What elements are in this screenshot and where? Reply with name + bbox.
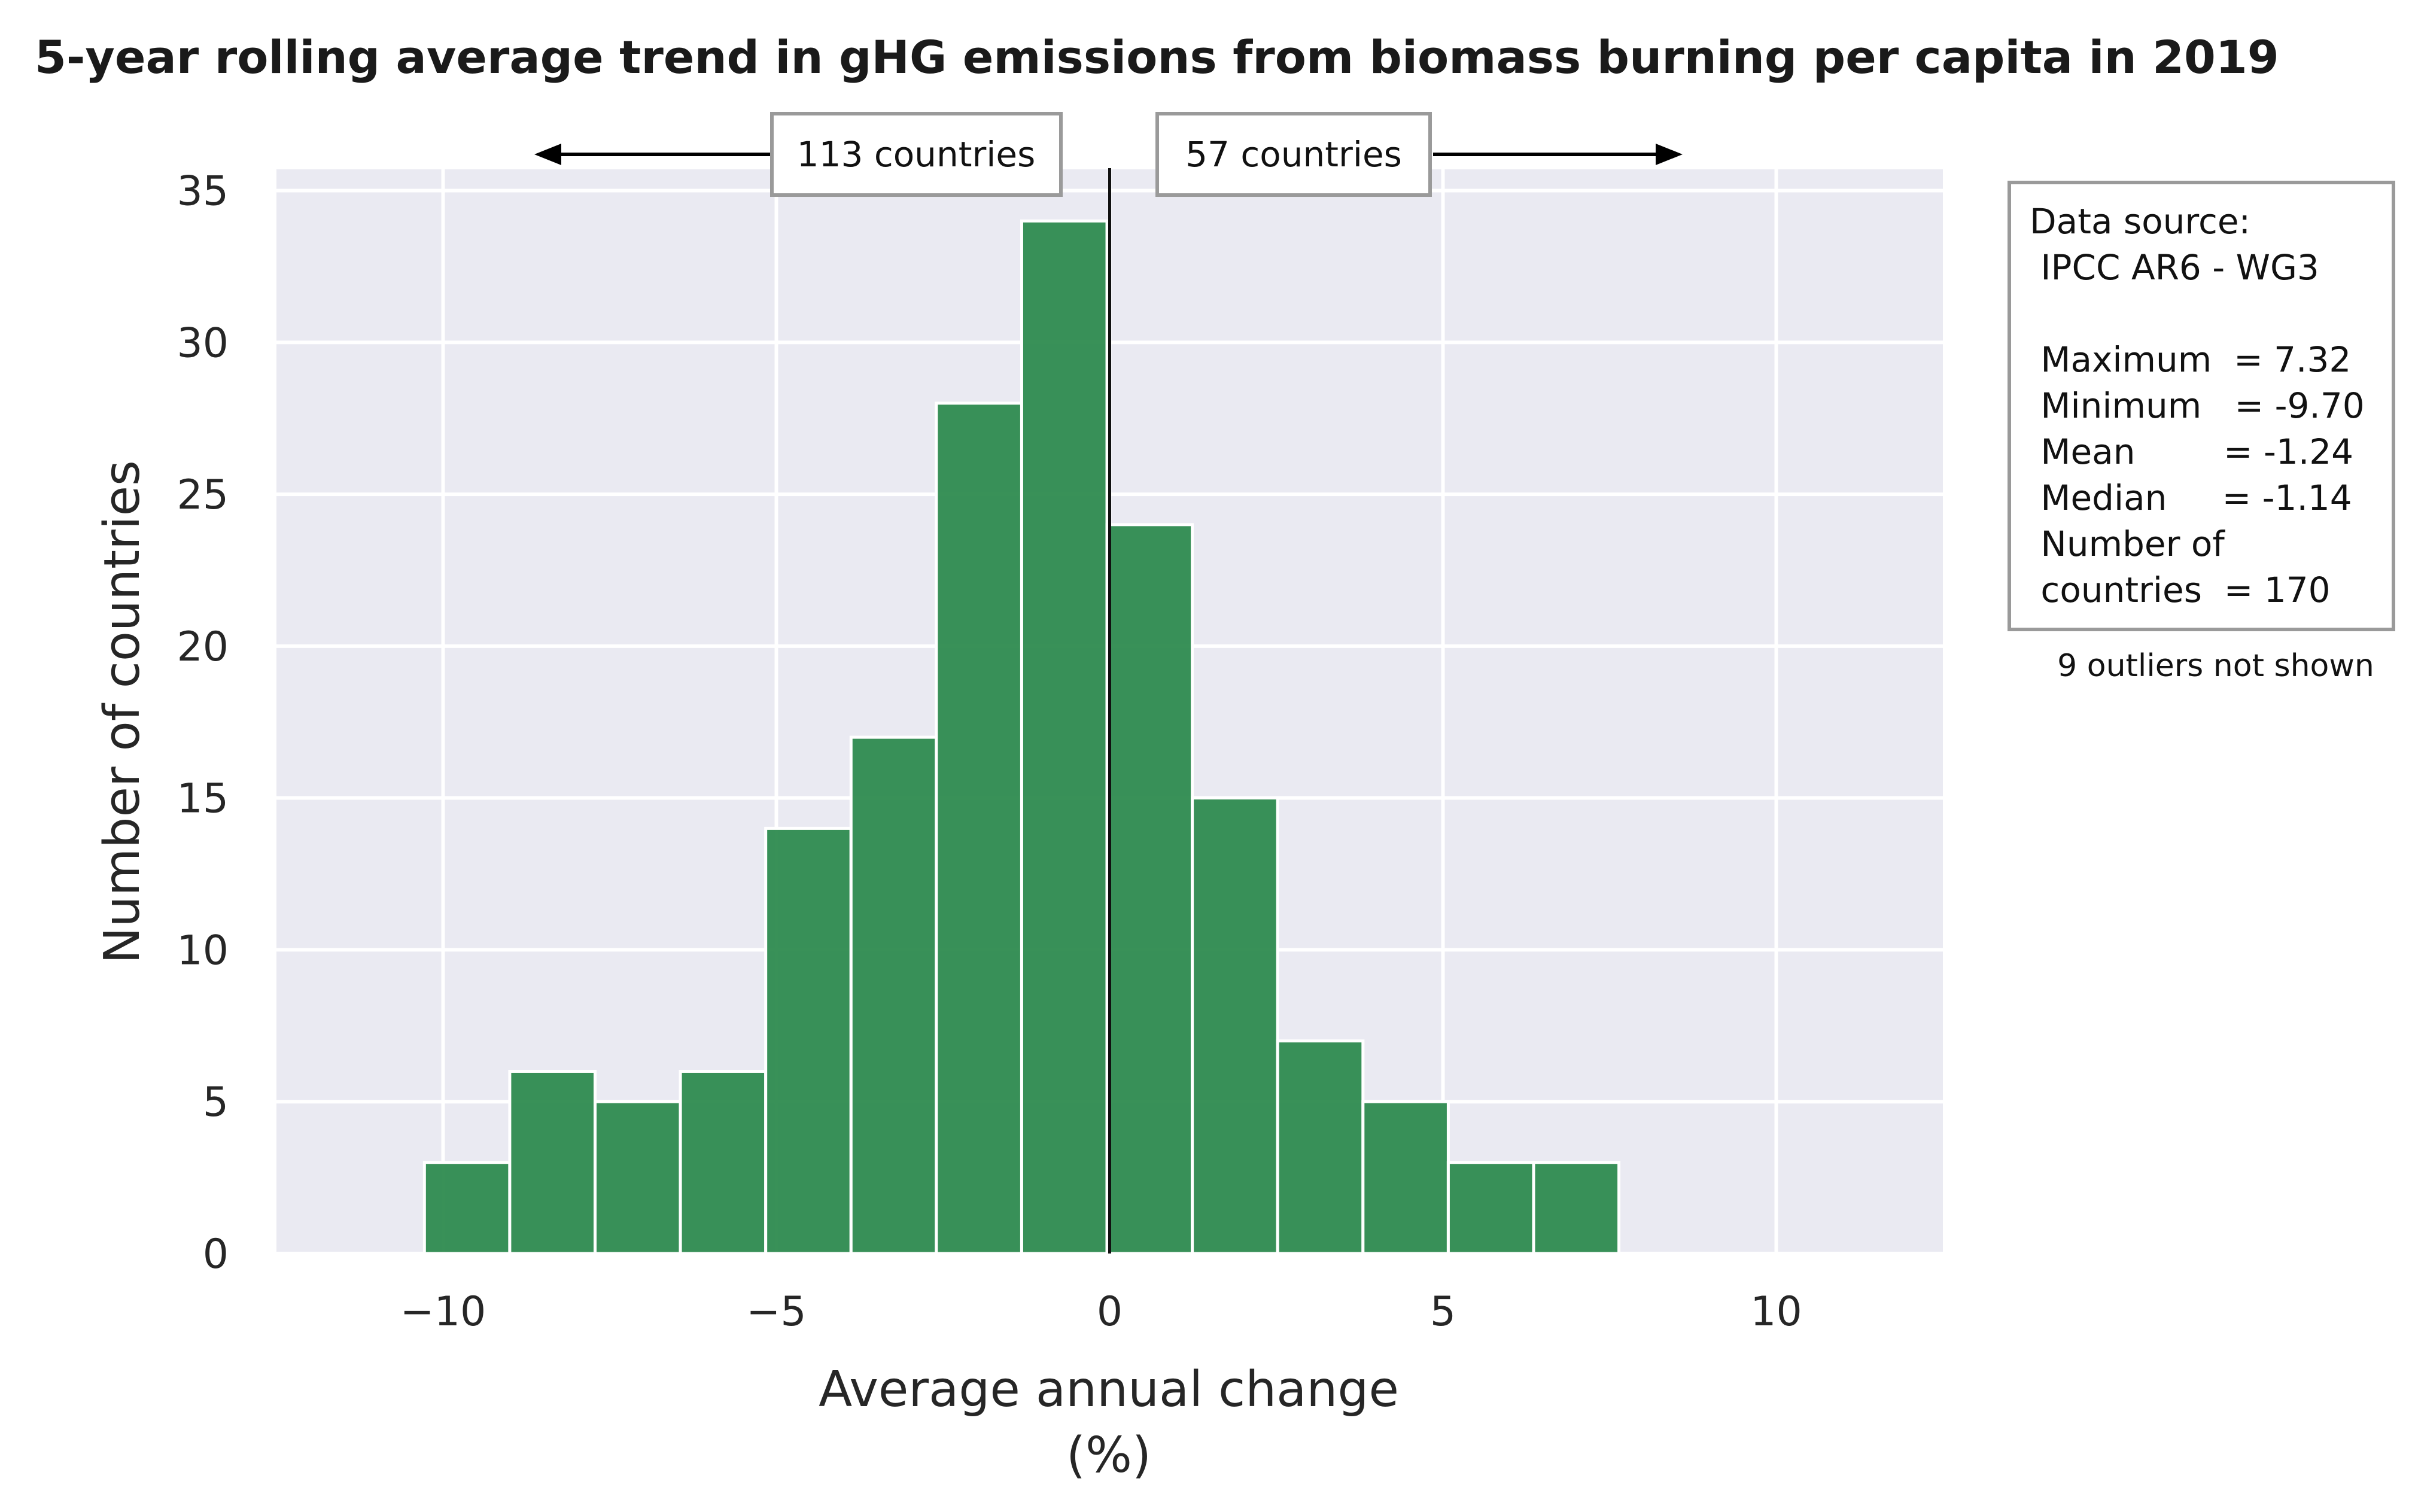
chart-title: 5-year rolling average trend in gHG emis… [35,31,2279,84]
histogram-bar [1191,796,1279,1255]
x-tick-label: −10 [400,1288,486,1335]
stats-box: Data source: IPCC AR6 - WG3 Maximum = 7.… [2008,181,2395,684]
histogram-bar [679,1069,768,1255]
histogram-bar [1276,1039,1365,1255]
stats-text: Data source: IPCC AR6 - WG3 Maximum = 7.… [2030,201,2365,610]
stats-line: Maximum = 7.32 [2030,339,2351,380]
x-axis-unit: (%) [1066,1427,1151,1484]
stats-line: Minimum = -9.70 [2030,385,2365,426]
histogram-bar [849,735,938,1255]
y-axis-label: Number of countries [94,460,151,964]
stats-line: Data source: [2030,201,2250,242]
x-tick-label: 10 [1750,1288,1802,1335]
left-count-label: 113 countries [797,134,1036,175]
y-axis-ticks: 0 5 10 15 20 25 30 35 [177,168,229,1278]
x-tick-label: 5 [1430,1288,1456,1335]
y-tick-label: 30 [177,320,229,367]
right-count-box [1155,112,1432,197]
histogram-bar [935,401,1023,1255]
stats-line [2030,293,2040,334]
histogram-bars [422,219,1621,1255]
y-tick-label: 0 [203,1231,229,1278]
outliers-note: 9 outliers not shown [2057,648,2374,684]
stats-line: Mean = -1.24 [2030,431,2353,472]
histogram-bar [764,826,853,1255]
right-count-label: 57 countries [1185,134,1402,175]
histogram-bar [508,1069,597,1255]
stats-box-frame [2008,181,2395,631]
x-tick-label: 0 [1097,1288,1123,1335]
x-tick-label: −5 [746,1288,806,1335]
y-tick-label: 25 [177,471,229,519]
y-tick-label: 15 [177,775,229,823]
histogram-bar [1446,1161,1535,1255]
histogram-bar [1532,1161,1621,1255]
stats-line: Median = -1.14 [2030,477,2352,518]
x-axis-ticks: −10 −5 0 5 10 [400,1288,1802,1335]
left-count-annotation: 113 countries [534,112,1063,197]
y-tick-label: 20 [177,623,229,671]
y-tick-label: 10 [177,927,229,974]
histogram-bar [422,1161,512,1255]
right-arrow-icon [1656,144,1683,165]
stats-line: IPCC AR6 - WG3 [2030,247,2319,288]
left-arrow-icon [534,144,561,165]
histogram-bar [593,1100,682,1255]
y-tick-label: 5 [203,1079,229,1126]
x-axis-label: Average annual change [819,1361,1399,1418]
stats-line: Number of [2030,524,2225,564]
histogram-bar [1361,1100,1450,1255]
y-tick-label: 35 [177,168,229,215]
right-count-annotation: 57 countries [1155,112,1683,197]
histogram-bar [1105,523,1194,1255]
histogram-bar [1020,219,1109,1255]
stats-line: countries = 170 [2030,570,2331,610]
left-count-box [770,112,1063,197]
